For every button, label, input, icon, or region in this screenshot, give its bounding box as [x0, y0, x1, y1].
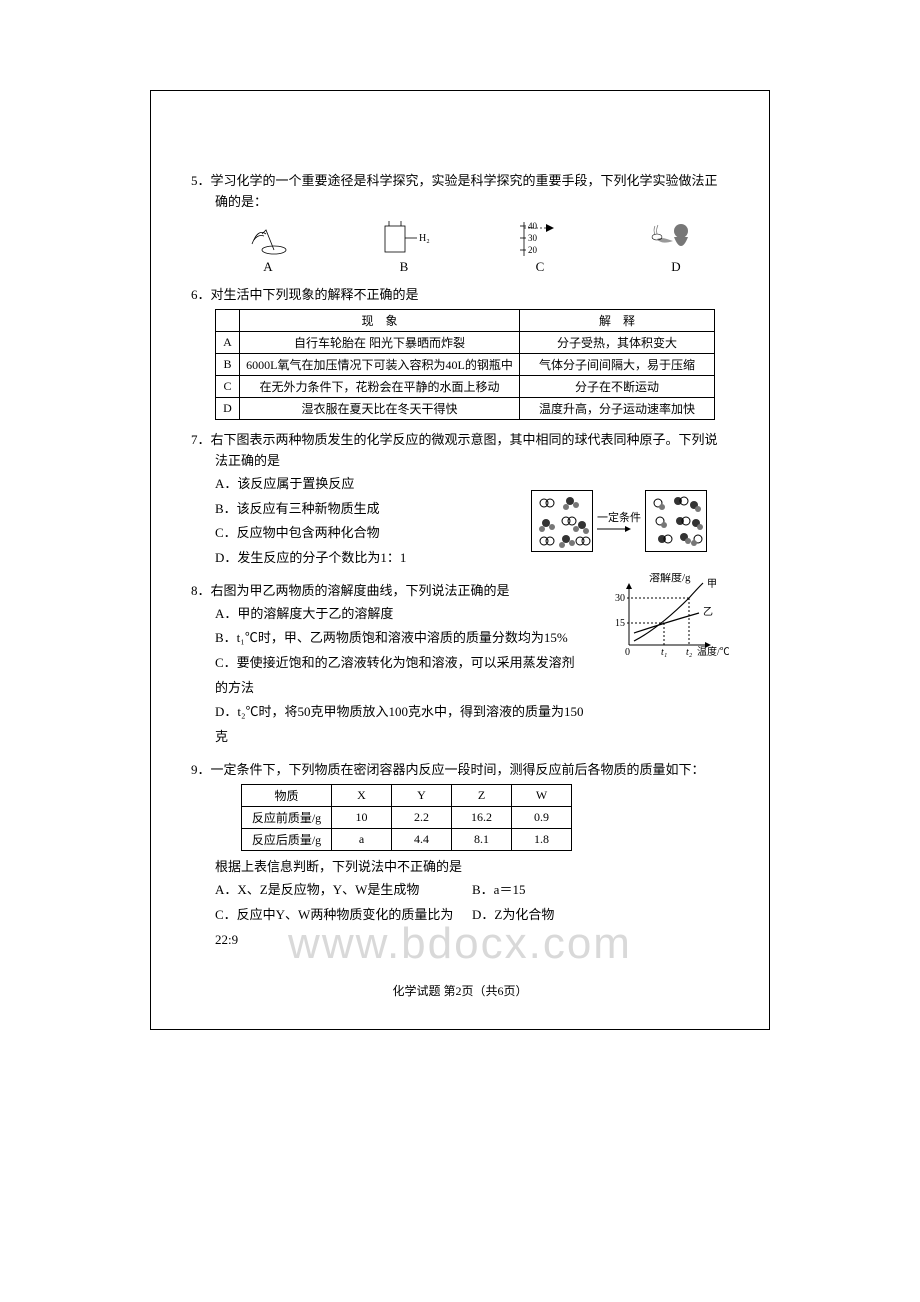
q7-opts: A．该反应属于置换反应 B．该反应有三种新物质生成 C．反应物中包含两种化合物 … [215, 472, 509, 571]
svg-text:甲: 甲 [707, 579, 717, 590]
q9-opt-b: B．a＝15 [472, 878, 729, 903]
question-5: 5．学习化学的一个重要途径是科学探究，实验是科学探究的重要手段，下列化学实验做法… [191, 171, 729, 275]
q8-opt-c: C．要使接近饱和的乙溶液转化为饱和溶液，可以采用蒸发溶剂的方法 [215, 651, 585, 700]
q5-img-a [215, 219, 321, 257]
q7-opt-c: C．反应物中包含两种化合物 [215, 521, 509, 546]
q8-opt-d: D．t₂℃时，将50克甲物质放入100克水中，得到溶液的质量为150克 [215, 700, 585, 749]
q5-stem: 5．学习化学的一个重要途径是科学探究，实验是科学探究的重要手段，下列化学实验做法… [191, 171, 729, 192]
q9-opt-c: C．反应中Y、W两种物质变化的质量比为22:9 [215, 903, 472, 952]
q7-diagram: 一定条件 [509, 472, 729, 571]
table-row: 反应后质量/g a 4.4 8.1 1.8 [242, 829, 572, 851]
q9-opt-d: D．Z为化合物 [472, 903, 729, 952]
table-row: 反应前质量/g 10 2.2 16.2 0.9 [242, 807, 572, 829]
q7-opt-a: A．该反应属于置换反应 [215, 472, 509, 497]
q5-label-b: B [351, 259, 457, 275]
question-8: 8．右图为甲乙两物质的溶解度曲线，下列说法正确的是 A．甲的溶解度大于乙的溶解度… [191, 581, 729, 750]
q9-opts: A．X、Z是反应物，Y、W是生成物 B．a＝15 C．反应中Y、W两种物质变化的… [215, 878, 729, 952]
q5-options: A H₂ B [215, 219, 729, 275]
svg-text:40: 40 [528, 221, 538, 231]
q5-opt-a: A [215, 219, 321, 275]
q9-conclude: 根据上表信息判断，下列说法中不正确的是 [215, 857, 729, 878]
page-footer: 化学试题 第2页（共6页） [191, 982, 729, 999]
q6-stem: 6．对生活中下列现象的解释不正确的是 [191, 285, 729, 306]
q5-opt-d: D [623, 219, 729, 275]
svg-text:30: 30 [528, 233, 538, 243]
q7-stem-2: 法正确的是 [215, 451, 729, 472]
q9-stem: 9．一定条件下，下列物质在密闭容器内反应一段时间，测得反应前后各物质的质量如下： [191, 760, 729, 781]
question-9: 9．一定条件下，下列物质在密闭容器内反应一段时间，测得反应前后各物质的质量如下：… [191, 760, 729, 953]
q9-opt-a: A．X、Z是反应物，Y、W是生成物 [215, 878, 472, 903]
table-row: D 湿衣服在夏天比在冬天干得快 温度升高，分子运动速率加快 [216, 398, 715, 420]
question-7: 7．右下图表示两种物质发生的化学反应的微观示意图，其中相同的球代表同种原子。下列… [191, 430, 729, 570]
q7-opt-b: B．该反应有三种新物质生成 [215, 497, 509, 522]
q8-opt-a: A．甲的溶解度大于乙的溶解度 [215, 602, 585, 627]
page-content: 5．学习化学的一个重要途径是科学探究，实验是科学探究的重要手段，下列化学实验做法… [191, 171, 729, 999]
table-row: C 在无外力条件下，花粉会在平静的水面上移动 分子在不断运动 [216, 376, 715, 398]
q6-h1: 现 象 [240, 310, 520, 332]
table-row: B 6000L氧气在加压情况下可装入容积为40L的钢瓶中 气体分子间间隔大，易于… [216, 354, 715, 376]
q7-opt-d: D．发生反应的分子个数比为1：1 [215, 546, 509, 571]
q5-stem-2: 确的是： [215, 192, 729, 213]
q8-opt-b: B．t₁℃时，甲、乙两物质饱和溶液中溶质的质量分数均为15% [215, 626, 585, 651]
q8-ylabel: 溶解度/g [649, 573, 691, 584]
q5-label-c: C [487, 259, 593, 275]
q5-img-d [623, 219, 729, 257]
q5-label-a: A [215, 259, 321, 275]
svg-text:t₂: t₂ [686, 647, 693, 658]
svg-text:H₂: H₂ [419, 233, 430, 244]
q6-table: 现 象 解 释 A 自行车轮胎在 阳光下暴晒而炸裂 分子受热，其体积变大 B 6… [215, 309, 715, 420]
svg-text:15: 15 [615, 618, 625, 629]
svg-text:t₁: t₁ [661, 647, 667, 658]
q5-img-c: 40 30 20 [487, 219, 593, 257]
svg-text:温度/℃: 温度/℃ [697, 645, 729, 658]
q5-opt-b: H₂ B [351, 219, 457, 275]
q8-opts: A．甲的溶解度大于乙的溶解度 B．t₁℃时，甲、乙两物质饱和溶液中溶质的质量分数… [215, 602, 585, 750]
svg-text:0: 0 [625, 647, 630, 658]
q7-stem: 7．右下图表示两种物质发生的化学反应的微观示意图，其中相同的球代表同种原子。下列… [191, 430, 729, 451]
q6-h2: 解 释 [520, 310, 715, 332]
q5-label-d: D [623, 259, 729, 275]
question-6: 6．对生活中下列现象的解释不正确的是 现 象 解 释 A 自行车轮胎在 阳光下暴… [191, 285, 729, 421]
svg-text:20: 20 [528, 245, 538, 255]
q8-graph: 溶解度/g 30 15 甲 乙 0 t₁ [609, 573, 729, 658]
q5-img-b: H₂ [351, 219, 457, 257]
q7-cond: 一定条件 [597, 512, 641, 524]
q5-opt-c: 40 30 20 C [487, 219, 593, 275]
table-row: A 自行车轮胎在 阳光下暴晒而炸裂 分子受热，其体积变大 [216, 332, 715, 354]
svg-text:30: 30 [615, 593, 625, 604]
q9-table: 物质 X Y Z W 反应前质量/g 10 2.2 16.2 0.9 反应后质量… [241, 784, 572, 851]
svg-text:乙: 乙 [703, 606, 713, 618]
